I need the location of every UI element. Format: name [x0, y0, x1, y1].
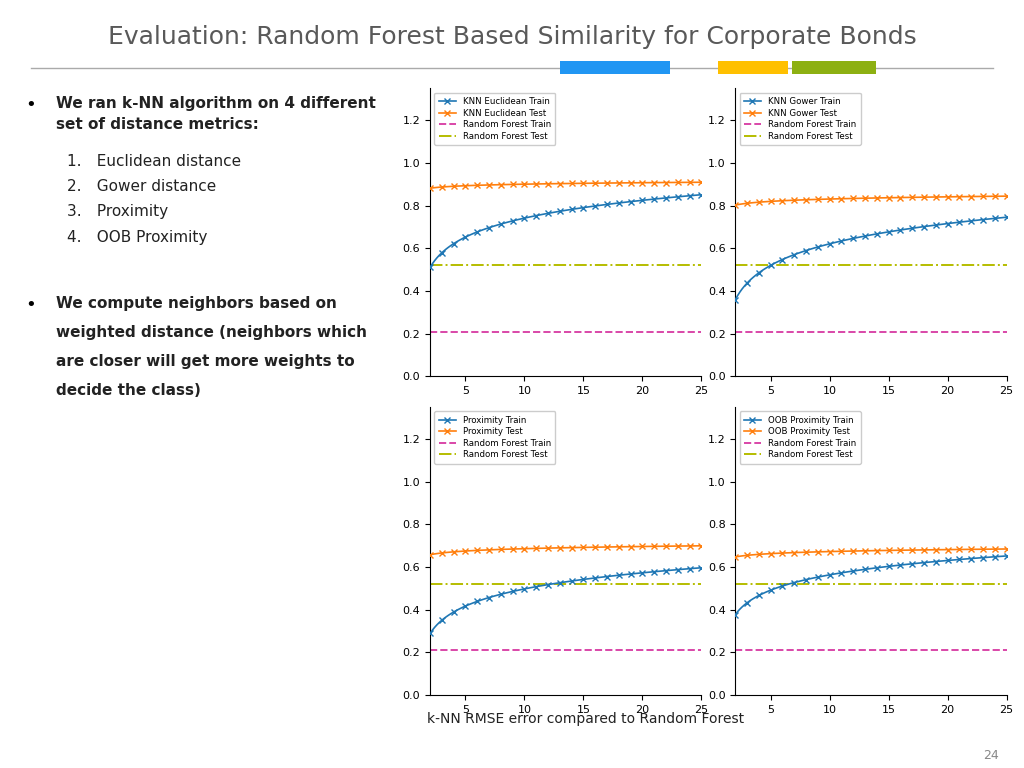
- Text: k-NN RMSE error compared to Random Forest: k-NN RMSE error compared to Random Fores…: [427, 712, 744, 726]
- Text: We compute neighbors based on: We compute neighbors based on: [56, 296, 337, 311]
- Random Forest Test: [717, 261, 729, 270]
- Text: We ran k-NN algorithm on 4 different: We ran k-NN algorithm on 4 different: [56, 96, 376, 111]
- Text: are closer will get more weights to: are closer will get more weights to: [56, 354, 355, 369]
- Random Forest Train: [717, 327, 729, 336]
- Legend: KNN Euclidean Train, KNN Euclidean Test, Random Forest Train, Random Forest Test: KNN Euclidean Train, KNN Euclidean Test,…: [434, 93, 555, 145]
- Random Forest Test: [706, 580, 718, 589]
- Text: •: •: [26, 296, 36, 313]
- Text: 3. Proximity: 3. Proximity: [67, 204, 168, 220]
- Legend: OOB Proximity Train, OOB Proximity Test, Random Forest Train, Random Forest Test: OOB Proximity Train, OOB Proximity Test,…: [739, 412, 860, 464]
- Random Forest Train: [400, 646, 413, 655]
- Random Forest Train: [412, 646, 424, 655]
- Text: 1. Euclidean distance: 1. Euclidean distance: [67, 154, 241, 169]
- Text: decide the class): decide the class): [56, 383, 201, 399]
- Random Forest Train: [717, 646, 729, 655]
- Random Forest Test: [412, 261, 424, 270]
- Random Forest Train: [412, 327, 424, 336]
- Text: 24: 24: [983, 749, 998, 762]
- Text: Evaluation: Random Forest Based Similarity for Corporate Bonds: Evaluation: Random Forest Based Similari…: [108, 25, 916, 49]
- Random Forest Test: [706, 261, 718, 270]
- Legend: Proximity Train, Proximity Test, Random Forest Train, Random Forest Test: Proximity Train, Proximity Test, Random …: [434, 412, 555, 464]
- Random Forest Test: [400, 580, 413, 589]
- Text: 2. Gower distance: 2. Gower distance: [67, 179, 216, 194]
- Text: 4. OOB Proximity: 4. OOB Proximity: [67, 230, 207, 245]
- Text: weighted distance (neighbors which: weighted distance (neighbors which: [56, 325, 368, 340]
- Legend: KNN Gower Train, KNN Gower Test, Random Forest Train, Random Forest Test: KNN Gower Train, KNN Gower Test, Random …: [739, 93, 860, 145]
- Random Forest Train: [706, 646, 718, 655]
- Random Forest Train: [400, 327, 413, 336]
- Text: set of distance metrics:: set of distance metrics:: [56, 117, 259, 132]
- Random Forest Test: [412, 580, 424, 589]
- Random Forest Test: [400, 261, 413, 270]
- Random Forest Train: [706, 327, 718, 336]
- Text: •: •: [26, 96, 36, 114]
- Random Forest Test: [717, 580, 729, 589]
